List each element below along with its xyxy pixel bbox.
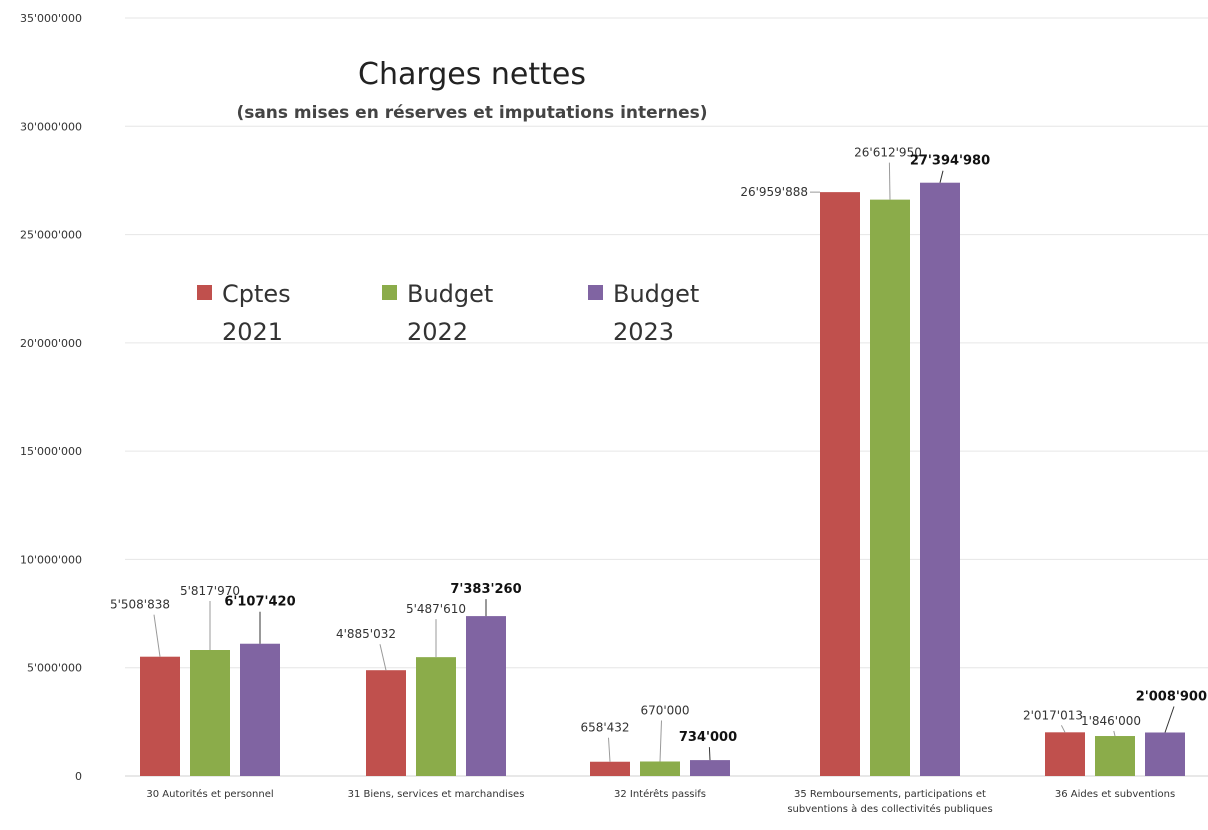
- grid-layer: [125, 17, 1208, 777]
- bar: [920, 182, 960, 776]
- leader-line: [1113, 730, 1116, 737]
- y-tick-label: 35'000'000: [20, 12, 82, 25]
- x-tick-label: 31 Biens, services et marchandises: [348, 789, 525, 800]
- bar: [640, 761, 680, 776]
- data-label: 26'612'950: [854, 146, 922, 160]
- y-tick-label: 0: [75, 770, 82, 783]
- leader-line: [1060, 725, 1066, 733]
- bar: [140, 656, 180, 776]
- legend-label: Cptes: [222, 280, 291, 308]
- bar: [690, 760, 730, 776]
- chart-subtitle: (sans mises en réserves et imputations i…: [236, 103, 707, 123]
- legend: Cptes 2021 Budget 2022 Budget 2023: [197, 280, 699, 346]
- bar: [870, 199, 910, 777]
- data-label: 4'885'032: [336, 627, 396, 641]
- legend-swatch: [588, 285, 603, 300]
- data-label: 5'817'970: [180, 584, 240, 598]
- bars: [140, 182, 1185, 777]
- leader-line: [1164, 706, 1175, 733]
- legend-item: Budget 2022: [382, 280, 493, 346]
- data-label: 670'000: [640, 703, 689, 717]
- data-label: 658'432: [580, 721, 629, 735]
- x-tick-label: subventions à des collectivités publique…: [787, 803, 992, 815]
- bar: [466, 616, 506, 776]
- leader-line: [153, 614, 161, 657]
- bar: [1145, 732, 1185, 776]
- x-tick-label: 35 Remboursements, participations et: [794, 789, 986, 800]
- y-tick-label: 5'000'000: [27, 662, 82, 675]
- data-label: 27'394'980: [910, 154, 990, 169]
- data-label: 7'383'260: [450, 582, 521, 597]
- chart-title: Charges nettes: [358, 57, 586, 92]
- data-label: 26'959'888: [740, 185, 808, 199]
- bar: [590, 761, 630, 776]
- data-labels: 5'508'838 4'885'032 658'432 26'959'888 2'017…: [110, 146, 1207, 745]
- legend-item: Budget 2023: [588, 280, 699, 346]
- y-tick-label: 10'000'000: [20, 553, 82, 566]
- data-label: 2'008'900: [1136, 689, 1207, 704]
- legend-label: Budget: [613, 280, 699, 308]
- bar: [240, 643, 280, 776]
- bar: [1045, 732, 1085, 776]
- data-label: 5'508'838: [110, 598, 170, 612]
- y-tick-label: 20'000'000: [20, 337, 82, 350]
- data-label: 2'017'013: [1023, 708, 1083, 722]
- data-label: 1'846'000: [1081, 714, 1141, 728]
- y-tick-label: 30'000'000: [20, 120, 82, 133]
- leader-line: [608, 737, 611, 762]
- y-tick-label: 15'000'000: [20, 445, 82, 458]
- legend-label: Budget: [407, 280, 493, 308]
- y-tick-label: 25'000'000: [20, 229, 82, 242]
- label-leader-lines: [153, 162, 1175, 762]
- data-label: 5'487'610: [406, 602, 466, 616]
- legend-label: 2021: [222, 318, 283, 346]
- leader-line: [939, 170, 944, 183]
- data-label: 6'107'420: [224, 595, 295, 610]
- bar: [366, 670, 406, 776]
- bar: [1095, 736, 1135, 776]
- legend-swatch: [197, 285, 212, 300]
- leader-line: [379, 644, 387, 671]
- bar: [416, 657, 456, 776]
- x-tick-label: 32 Intérêts passifs: [614, 788, 706, 800]
- legend-swatch: [382, 285, 397, 300]
- bar: [820, 192, 860, 776]
- bar: [190, 649, 230, 776]
- x-tick-label: 36 Aides et subventions: [1055, 789, 1175, 800]
- leader-line: [888, 162, 891, 200]
- legend-label: 2022: [407, 318, 468, 346]
- legend-label: 2023: [613, 318, 674, 346]
- x-tick-label: 30 Autorités et personnel: [146, 788, 273, 800]
- data-label: 734'000: [679, 730, 737, 745]
- y-axis: 0 5'000'000 10'000'000 15'000'000 20'000'000…: [20, 12, 82, 783]
- legend-item: Cptes 2021: [197, 280, 291, 346]
- leader-line: [708, 747, 711, 761]
- x-axis: 30 Autorités et personnel 31 Biens, servi…: [146, 788, 1175, 815]
- leader-line: [659, 720, 662, 762]
